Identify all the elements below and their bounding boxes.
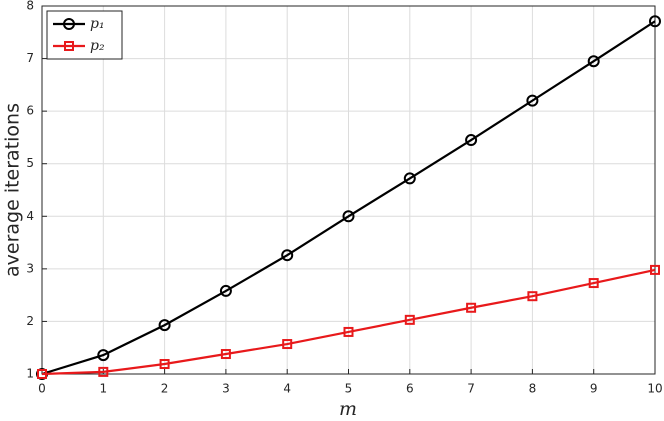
data-point (220, 349, 231, 360)
data-point (342, 210, 355, 223)
y-axis-label: average iterations (2, 103, 24, 277)
data-point (526, 94, 539, 107)
y-tick-label: 4 (26, 209, 34, 223)
x-tick-label: 3 (222, 382, 230, 396)
data-point (404, 314, 415, 325)
y-tick-label: 8 (26, 0, 34, 13)
legend-marker (63, 18, 75, 30)
data-point (403, 172, 416, 185)
data-point (649, 15, 661, 28)
series-line (41, 20, 656, 376)
x-tick-label: 2 (161, 382, 169, 396)
data-point (527, 291, 538, 302)
legend-label: p₂ (90, 38, 105, 54)
y-tick-label: 1 (26, 367, 34, 381)
x-tick-label: 9 (590, 382, 598, 396)
legend-marker (64, 41, 74, 51)
data-point (466, 302, 477, 313)
y-tick-label: 3 (26, 261, 34, 275)
x-tick-label: 6 (406, 382, 414, 396)
data-point (159, 359, 170, 370)
x-tick-label: 0 (38, 382, 46, 396)
x-tick-label: 7 (467, 382, 475, 396)
x-axis-label: m (339, 398, 357, 420)
y-tick-label: 2 (26, 314, 34, 328)
series-line (41, 268, 656, 376)
x-tick-label: 5 (345, 382, 353, 396)
y-tick-label: 6 (26, 104, 34, 118)
data-point (650, 264, 660, 275)
y-tick-label: 7 (26, 51, 34, 65)
data-point (588, 278, 599, 289)
x-tick-label: 8 (529, 382, 537, 396)
legend-box (46, 10, 123, 60)
data-point (98, 366, 109, 377)
x-tick-label: 4 (283, 382, 291, 396)
data-point (465, 134, 478, 147)
legend-label: p₁ (90, 16, 105, 32)
plot-frame (41, 5, 656, 375)
data-point (158, 319, 171, 332)
data-point (343, 326, 354, 337)
data-point (282, 339, 293, 350)
data-point (587, 55, 600, 68)
data-point (97, 349, 110, 362)
y-tick-label: 5 (26, 156, 34, 170)
x-tick-label: 10 (647, 382, 662, 396)
data-point (219, 284, 232, 297)
data-point (37, 369, 47, 379)
x-tick-label: 1 (99, 382, 107, 396)
data-point (281, 249, 294, 262)
